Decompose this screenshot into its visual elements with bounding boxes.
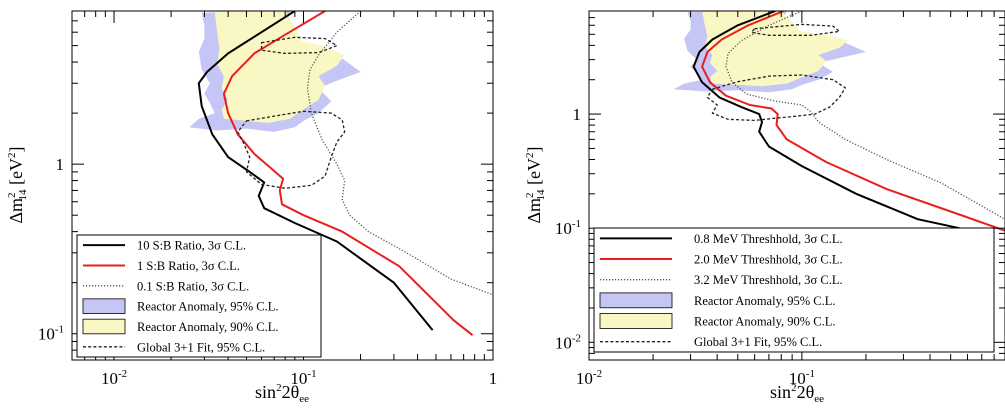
y-tick-label: 1 xyxy=(573,105,582,124)
legend-label: Reactor Anomaly, 90% C.L. xyxy=(137,320,279,334)
legend: 0.8 MeV Threshhold, 3σ C.L. 2.0 MeV Thres… xyxy=(593,227,995,353)
plot-area xyxy=(673,11,1005,232)
legend-label: Reactor Anomaly, 90% C.L. xyxy=(694,315,836,329)
x-tick-label: 1 xyxy=(489,369,498,388)
reactor-anomaly-90-region xyxy=(214,11,345,123)
legend-item: Reactor Anomaly, 95% C.L. xyxy=(82,298,279,314)
legend-label: Global 3+1 Fit, 95% C.L. xyxy=(694,335,822,349)
series-line-4 xyxy=(750,23,841,36)
series-line-1 xyxy=(222,11,474,336)
plot-frame xyxy=(588,10,1005,361)
legend-item: 0.8 MeV Threshhold, 3σ C.L. xyxy=(600,232,843,246)
series-line-0 xyxy=(197,11,434,331)
x-tick-label: 10-2 xyxy=(101,368,127,388)
legend-swatch xyxy=(599,313,673,329)
legend-label: 0.8 MeV Threshhold, 3σ C.L. xyxy=(694,232,843,246)
y-tick-label: 10-1 xyxy=(555,218,581,238)
y-axis-title: Δm214 [eV2] xyxy=(6,146,29,223)
legend-item: 0.1 S:B Ratio, 3σ C.L. xyxy=(83,279,249,293)
legend-label: 2.0 MeV Threshhold, 3σ C.L. xyxy=(694,253,843,267)
series-line-2 xyxy=(306,11,493,296)
legend-item: Global 3+1 Fit, 95% C.L. xyxy=(600,335,822,349)
legend-label: 1 S:B Ratio, 3σ C.L. xyxy=(137,259,240,273)
legend-swatch xyxy=(82,318,126,335)
legend-item: 10 S:B Ratio, 3σ C.L. xyxy=(83,239,246,253)
y-tick-label: 10-2 xyxy=(555,332,581,352)
legend-label: Reactor Anomaly, 95% C.L. xyxy=(694,294,836,308)
legend-label: 10 S:B Ratio, 3σ C.L. xyxy=(137,239,246,253)
series-line-4 xyxy=(260,36,338,55)
legend-item: Reactor Anomaly, 90% C.L. xyxy=(82,318,279,335)
series-line-0 xyxy=(692,11,960,230)
series-line-1 xyxy=(701,11,1005,232)
legend-label: Reactor Anomaly, 95% C.L. xyxy=(137,300,279,314)
x-axis-title: sin22θee xyxy=(770,382,824,405)
axis-ticks xyxy=(588,10,1005,361)
legend-item: Reactor Anomaly, 90% C.L. xyxy=(599,313,836,329)
plot-area xyxy=(189,11,493,336)
legend-label: 3.2 MeV Threshhold, 3σ C.L. xyxy=(694,273,843,287)
x-axis-title: sin22θee xyxy=(255,382,309,405)
legend-item: 3.2 MeV Threshhold, 3σ C.L. xyxy=(600,273,843,287)
legend-label: Global 3+1 Fit, 95% C.L. xyxy=(137,340,265,354)
x-tick-label: 10-2 xyxy=(576,368,602,388)
legend-item: Global 3+1 Fit, 95% C.L. xyxy=(83,340,265,354)
series-line-3 xyxy=(237,110,346,189)
legend-box xyxy=(76,234,322,358)
legend-swatch xyxy=(82,298,126,314)
legend-item: 2.0 MeV Threshhold, 3σ C.L. xyxy=(600,253,843,267)
legend-item: 1 S:B Ratio, 3σ C.L. xyxy=(83,259,240,273)
legend-label: 0.1 S:B Ratio, 3σ C.L. xyxy=(137,279,249,293)
legend-item: Reactor Anomaly, 95% C.L. xyxy=(599,292,836,309)
y-tick-label: 10-1 xyxy=(38,324,64,344)
legend-swatch xyxy=(599,292,673,309)
legend-box xyxy=(593,227,995,353)
series-line-3 xyxy=(706,74,846,122)
y-tick-label: 1 xyxy=(56,155,65,174)
legend: 10 S:B Ratio, 3σ C.L. 1 S:B Ratio, 3σ C.L… xyxy=(76,234,322,358)
y-axis-title: Δm214 [eV2] xyxy=(524,146,547,223)
plot-frame xyxy=(71,10,494,361)
